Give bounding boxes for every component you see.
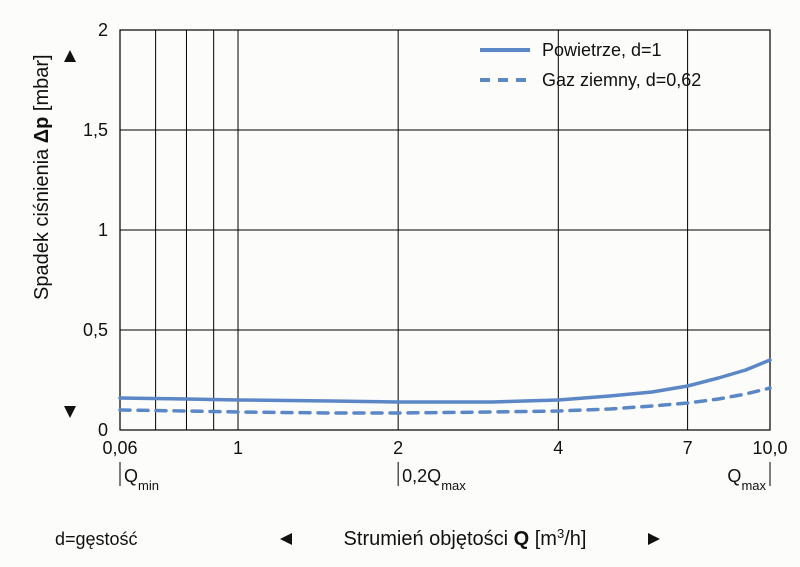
footnote: d=gęstość <box>55 529 138 549</box>
x-sub-label: Qmin <box>124 466 159 493</box>
y-tick-label: 0 <box>98 420 108 440</box>
y-tick-label: 1,5 <box>83 120 108 140</box>
triangle-down-icon <box>64 406 76 418</box>
x-tick-label: 0,06 <box>102 438 137 458</box>
x-tick-label: 2 <box>393 438 403 458</box>
triangle-left-icon <box>280 533 292 545</box>
legend-label: Gaz ziemny, d=0,62 <box>542 70 701 90</box>
y-axis-label: Spadek ciśnienia Δp [mbar] <box>31 54 53 300</box>
x-tick-label: 1 <box>233 438 243 458</box>
y-tick-label: 1 <box>98 220 108 240</box>
triangle-right-icon <box>648 533 660 545</box>
y-tick-label: 0,5 <box>83 320 108 340</box>
pressure-drop-chart: 1 2 4 7 10,0 0,060 1 2 0,5 1,5 Qmin 0,2Qmax Qmax Powi… <box>0 0 800 567</box>
x-sub-label: Qmax <box>727 466 766 493</box>
triangle-up-icon <box>64 50 76 62</box>
legend-label: Powietrze, d=1 <box>542 40 662 60</box>
x-sub-label: 0,2Qmax <box>402 466 466 493</box>
x-tick-label: 4 <box>553 438 563 458</box>
x-axis-label: Strumień objętości Q [m3/h] <box>344 526 587 551</box>
x-tick-label: 7 <box>683 438 693 458</box>
series-solid <box>120 360 770 402</box>
x-tick-label: 10,0 <box>752 438 787 458</box>
y-tick-label: 2 <box>98 20 108 40</box>
chart-svg: 1 2 4 7 10,0 0,060 1 2 0,5 1,5 Qmin 0,2Qmax Qmax Powi… <box>0 0 800 567</box>
